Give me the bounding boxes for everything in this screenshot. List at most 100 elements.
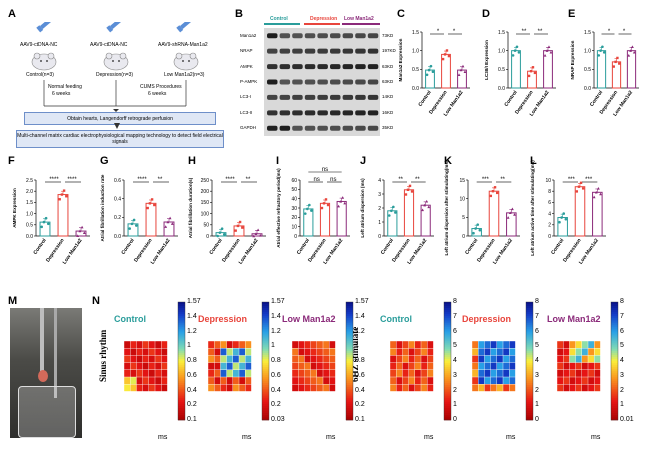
colorbar-tick-label: 0.8 [187, 357, 197, 364]
heatmap-cell [433, 391, 440, 399]
colorbar-segment [611, 400, 618, 403]
colorbar-tick-label: 1.2 [355, 327, 365, 335]
sig-label: ** [415, 177, 420, 183]
colorbar-segment [346, 302, 353, 305]
bar-chart-e: NRAP Expression0.00.51.01.5ControlDepres… [570, 29, 639, 118]
colorbar-tick-label: 1.2 [187, 327, 197, 335]
x-tick-label: Control [33, 237, 48, 256]
colorbar-segment [346, 370, 353, 374]
colorbar-segment [346, 362, 353, 366]
heatmap-cell [594, 341, 601, 348]
colorbar-segment [526, 327, 533, 330]
heatmap-cell [298, 348, 305, 356]
heatmap-cell [390, 362, 396, 370]
syringe-icon [36, 22, 57, 33]
colorbar-segment [611, 402, 618, 405]
data-point [506, 216, 510, 219]
heatmap-cell [220, 391, 227, 399]
colorbar-segment [444, 361, 451, 364]
blot-kd-label: 197KD [382, 48, 396, 54]
heatmap-cell [484, 391, 491, 399]
sig-label: ** [158, 177, 163, 183]
heatmap-cell [161, 377, 168, 384]
heatmap-cell [118, 384, 124, 392]
heatmap-cell [323, 355, 329, 363]
heatmap-cell [421, 384, 427, 392]
blot-kd-label: 73KD [382, 32, 394, 38]
colorbar-segment [178, 380, 185, 383]
heatmap-cell [233, 334, 239, 341]
heatmap-cell [130, 384, 137, 392]
heatmap-cell [415, 391, 421, 399]
data-point [423, 203, 427, 207]
heatmap-cell [118, 348, 124, 356]
heatmap-cell [317, 370, 323, 377]
heatmap-cell [167, 362, 174, 370]
heatmap-cell [557, 377, 563, 384]
heatmap-cell [239, 391, 245, 399]
heatmap-cell [208, 391, 214, 399]
blot-band [304, 64, 316, 70]
heatmap-cell [594, 370, 601, 377]
heatmap-cell [472, 362, 478, 370]
heatmap-cell [329, 377, 336, 384]
blot-band [342, 110, 354, 116]
heatmap-cell [161, 355, 168, 363]
heatmap-cell [226, 370, 233, 377]
heatmap-cell [167, 377, 174, 384]
y-tick-label: 0.5 [498, 67, 505, 73]
step-normal-feeding: Normal feeding [48, 84, 82, 90]
heatmap-cell [408, 391, 415, 399]
colorbar-segment [346, 382, 353, 385]
heatmap-cell [490, 377, 497, 384]
blot-band [367, 110, 379, 116]
heatmap-cell [575, 334, 582, 341]
colorbar-segment [262, 315, 269, 319]
colorbar-segment [346, 372, 353, 376]
colorbar-segment [262, 345, 269, 348]
heatmap-cell [149, 355, 155, 363]
panel-label-d: D [482, 8, 490, 20]
blot-band [342, 33, 354, 39]
heatmap-cell [239, 362, 245, 370]
heatmap-cell [490, 334, 497, 341]
heatmap-title: Depression [462, 314, 512, 324]
blot-group-control: Control [270, 16, 288, 22]
heatmap-cell [569, 334, 576, 341]
heatmap-cell [557, 341, 563, 348]
colorbar-segment [346, 376, 353, 379]
colorbar-segment [526, 309, 533, 313]
heatmap-cell [600, 355, 607, 363]
colorbar-segment [526, 323, 533, 326]
data-point [425, 73, 429, 77]
heatmap-cell [239, 355, 245, 363]
colorbar-segment [611, 329, 618, 332]
heatmap-cell [149, 370, 155, 377]
data-point [431, 70, 435, 74]
heatmap-cell [509, 341, 516, 348]
data-point [545, 49, 549, 52]
y-tick-label: 10 [545, 178, 551, 184]
colorbar-segment [262, 317, 269, 320]
colorbar-segment [262, 380, 269, 383]
y-tick-label: 0.0 [584, 86, 591, 92]
colorbar-segment [178, 382, 185, 385]
heatmap-cell [415, 377, 421, 384]
data-point [65, 195, 68, 198]
colorbar-segment [444, 357, 451, 360]
heatmap-cell [551, 341, 557, 348]
heatmap-cell [563, 384, 570, 392]
heatmap-cell [569, 391, 576, 399]
sig-label: **** [49, 177, 59, 183]
heatmap-cell [329, 348, 336, 356]
sig-label: *** [482, 177, 490, 183]
colorbar-segment [611, 364, 618, 368]
colorbar-segment [444, 372, 451, 376]
blot-kd-label: 14KD [382, 94, 394, 100]
heatmap-cell [323, 384, 329, 392]
heatmap-cell [298, 370, 305, 377]
colorbar-segment [178, 402, 185, 405]
heatmap-cell [402, 341, 409, 348]
colorbar-segment [178, 303, 185, 307]
colorbar-segment [444, 368, 451, 372]
